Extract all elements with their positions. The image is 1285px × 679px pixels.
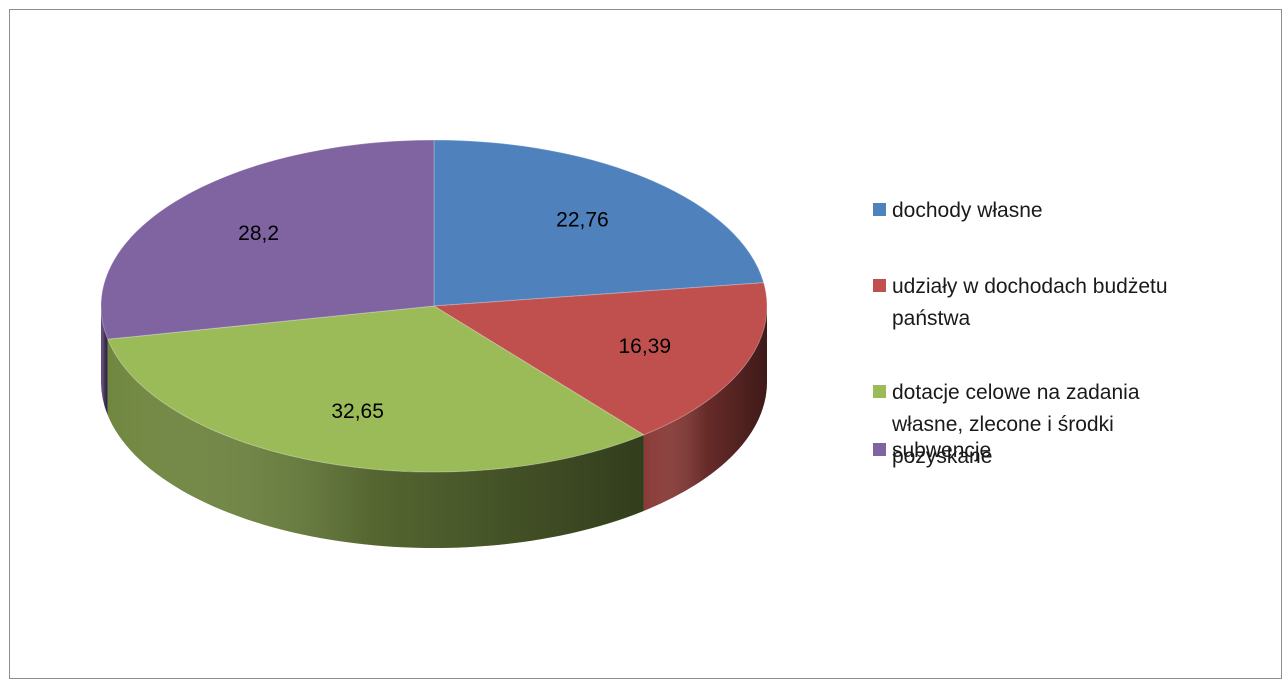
pie-side-shade-1 bbox=[643, 306, 767, 511]
pie-slice-1 bbox=[432, 282, 768, 436]
legend-label: dotacje celowe na zadania własne, zlecon… bbox=[892, 381, 1140, 468]
pie-slice-2 bbox=[106, 305, 645, 473]
legend-swatch bbox=[873, 203, 886, 216]
pie-sides bbox=[101, 306, 767, 548]
legend-swatch bbox=[873, 385, 886, 398]
pie-tops bbox=[100, 139, 768, 473]
data-label-3: 28,2 bbox=[238, 222, 279, 245]
data-label-2: 32,65 bbox=[331, 400, 384, 423]
legend-label: udziały w dochodach budżetu państwa bbox=[892, 275, 1168, 330]
legend-item-dochody-wlasne: dochody własne bbox=[873, 195, 1272, 227]
pie-side-shade-2 bbox=[107, 339, 644, 548]
pie-side-shade-3 bbox=[101, 306, 108, 416]
data-label-1: 16,39 bbox=[618, 335, 671, 358]
pie-slice-3 bbox=[100, 139, 435, 340]
data-label-0: 22,76 bbox=[556, 208, 609, 231]
legend-swatch bbox=[873, 279, 886, 292]
legend-item-subwencje: subwencje bbox=[873, 435, 1272, 467]
legend-swatch bbox=[873, 443, 886, 456]
pie-slice-0 bbox=[433, 139, 765, 307]
legend-label: subwencje bbox=[892, 439, 992, 462]
legend-label: dochody własne bbox=[892, 199, 1043, 222]
legend-item-udzialy: udziały w dochodach budżetu państwa bbox=[873, 271, 1222, 335]
pie-data-labels: 22,76 16,39 32,65 28,2 bbox=[238, 208, 671, 422]
legend-item-dotacje: dotacje celowe na zadania własne, zlecon… bbox=[873, 377, 1162, 473]
